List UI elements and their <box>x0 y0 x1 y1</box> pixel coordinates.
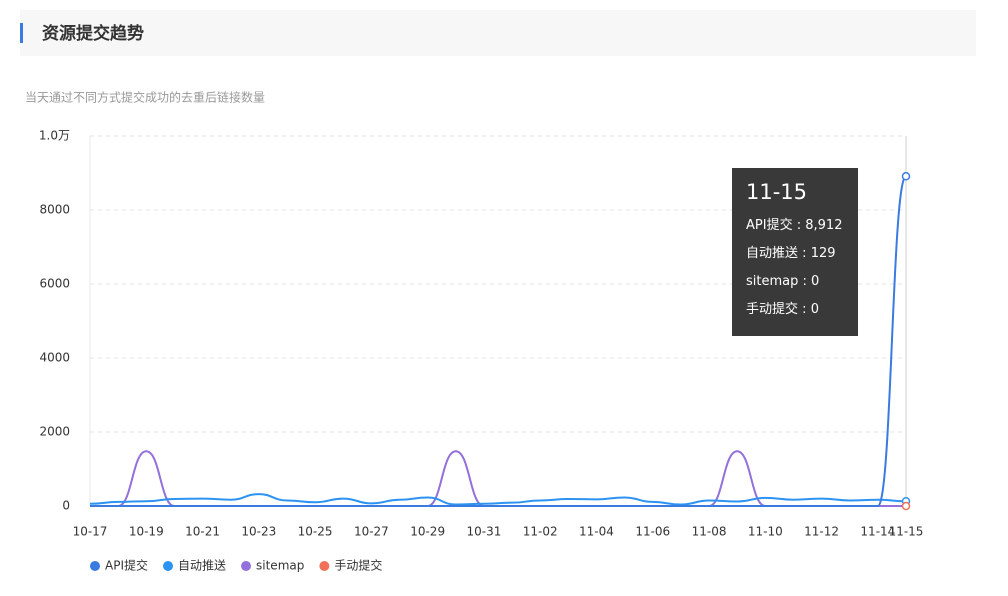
series-line <box>90 450 906 507</box>
tooltip <box>732 168 858 336</box>
tooltip-series: 手动提交 <box>746 301 798 317</box>
tooltip-sep: : <box>803 274 807 289</box>
tooltip-sep: : <box>802 246 806 261</box>
legend-marker[interactable] <box>319 561 330 571</box>
x-tick-label: 10-21 <box>185 525 220 539</box>
y-tick-label: 6000 <box>39 277 70 291</box>
x-tick-label: 10-19 <box>129 525 164 539</box>
tooltip-row: 手动提交 : 0 <box>746 301 819 317</box>
legend-label[interactable]: API提交 <box>105 558 148 573</box>
hover-point <box>901 172 911 181</box>
x-tick-label: 10-17 <box>73 525 108 539</box>
series-line <box>89 493 907 506</box>
header-bar <box>20 10 976 56</box>
x-tick-label: 11-15 <box>889 525 924 539</box>
tooltip-title: 11-15 <box>746 180 807 204</box>
x-tick-label: 11-04 <box>579 525 614 539</box>
y-tick-label: 2000 <box>39 425 70 439</box>
x-tick-label: 11-06 <box>635 525 670 539</box>
header-marker <box>20 23 23 43</box>
y-tick-label: 4000 <box>39 351 70 365</box>
chart-subtitle: 当天通过不同方式提交成功的去重后链接数量 <box>25 90 265 105</box>
y-tick-label: 1.0万 <box>39 129 70 143</box>
x-tick-label: 11-10 <box>748 525 783 539</box>
legend-label[interactable]: 自动推送 <box>178 558 226 573</box>
tooltip-value: 8,912 <box>805 218 842 233</box>
tooltip-sep: : <box>797 218 801 233</box>
legend-label[interactable]: sitemap <box>256 559 304 573</box>
tooltip-row: API提交 : 8,912 <box>746 217 842 233</box>
x-tick-label: 10-23 <box>241 525 276 539</box>
x-tick-label: 10-27 <box>354 525 389 539</box>
legend-marker[interactable] <box>163 561 173 571</box>
x-tick-label: 11-12 <box>804 525 839 539</box>
x-tick-label: 11-02 <box>523 525 558 539</box>
chart-title: 资源提交趋势 <box>42 23 144 44</box>
y-tick-label: 0 <box>62 499 70 513</box>
x-tick-label: 10-31 <box>466 525 501 539</box>
legend-marker[interactable] <box>241 561 252 571</box>
tooltip-value: 0 <box>811 302 819 317</box>
legend-label[interactable]: 手动提交 <box>334 558 382 573</box>
tooltip-series: API提交 <box>746 217 793 233</box>
tooltip-series: sitemap <box>746 274 798 289</box>
series-line <box>90 175 907 507</box>
tooltip-row: 自动推送 : 129 <box>746 246 836 261</box>
y-tick-label: 8000 <box>39 203 70 217</box>
tooltip-value: 0 <box>811 274 819 289</box>
tooltip-series: 自动推送 <box>746 246 798 261</box>
tooltip-sep: : <box>802 302 806 317</box>
x-tick-label: 10-29 <box>410 525 445 539</box>
x-tick-label: 10-25 <box>298 525 333 539</box>
tooltip-value: 129 <box>811 246 836 261</box>
x-tick-label: 11-14 <box>860 525 895 539</box>
x-tick-label: 11-08 <box>692 525 727 539</box>
legend-marker[interactable] <box>90 561 100 571</box>
tooltip-row: sitemap : 0 <box>746 274 819 289</box>
hover-point <box>901 501 911 511</box>
